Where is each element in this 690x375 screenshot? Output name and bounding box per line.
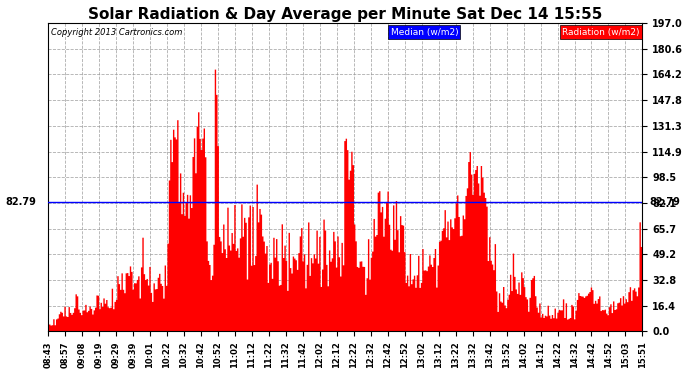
Text: 82.79: 82.79 (6, 197, 37, 207)
Title: Solar Radiation & Day Average per Minute Sat Dec 14 15:55: Solar Radiation & Day Average per Minute… (88, 7, 602, 22)
Text: Radiation (w/m2): Radiation (w/m2) (562, 28, 640, 37)
Text: Copyright 2013 Cartronics.com: Copyright 2013 Cartronics.com (51, 28, 182, 37)
Text: 82.79: 82.79 (649, 197, 680, 207)
Text: Median (w/m2): Median (w/m2) (391, 28, 458, 37)
